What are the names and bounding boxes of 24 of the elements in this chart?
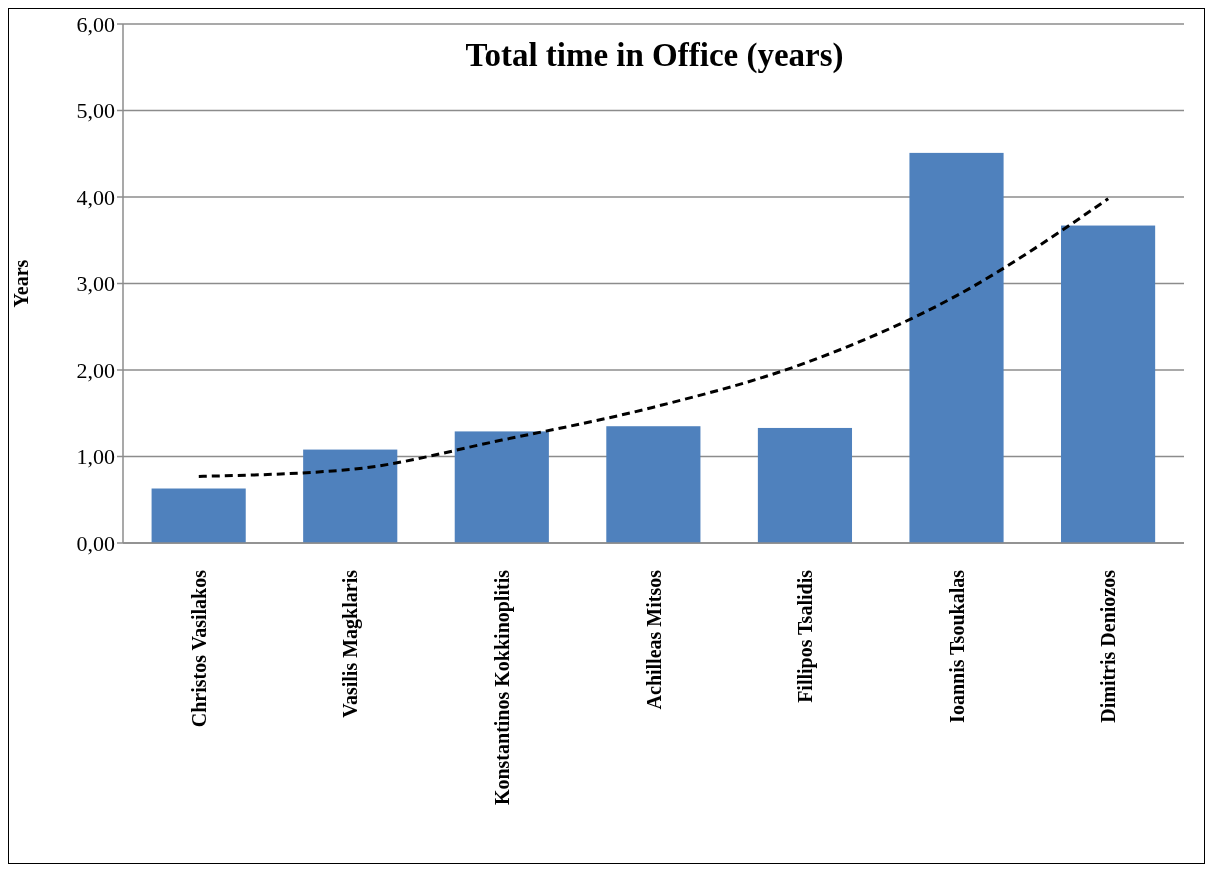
y-tick-label: 2,00 [76, 357, 115, 383]
bar [303, 449, 398, 543]
bar [757, 427, 853, 543]
bar [151, 488, 246, 543]
y-tick-label: 6,00 [76, 11, 115, 37]
x-tick-label: Achilleas Mitsos [642, 569, 665, 710]
bar [1061, 225, 1156, 543]
line-series [197, 197, 1110, 478]
x-tick-label: Christos Vasilakos [187, 569, 210, 728]
bar [606, 426, 701, 543]
y-tick-label: 4,00 [76, 184, 115, 210]
x-tick-label: Fillipos Tsalidis [794, 569, 818, 703]
y-tick-label: 3,00 [76, 271, 115, 297]
y-tick-label: 5,00 [76, 98, 115, 124]
x-tick-label: Dimitris Deniozos [1097, 569, 1120, 723]
y-tick-label: 0,00 [76, 530, 115, 556]
bar [909, 152, 1004, 543]
bar [454, 431, 549, 543]
y-axis-title: Years [10, 259, 33, 308]
x-tick-label: Ioannis Tsoukalas [945, 569, 968, 723]
x-tick-label: Vasilis Magklaris [339, 569, 363, 718]
y-tick-label: 1,00 [76, 444, 115, 470]
chart-title: Total time in Office (years) [464, 37, 845, 74]
x-tick-label: Konstantinos Kokkinoplitis [490, 569, 514, 806]
